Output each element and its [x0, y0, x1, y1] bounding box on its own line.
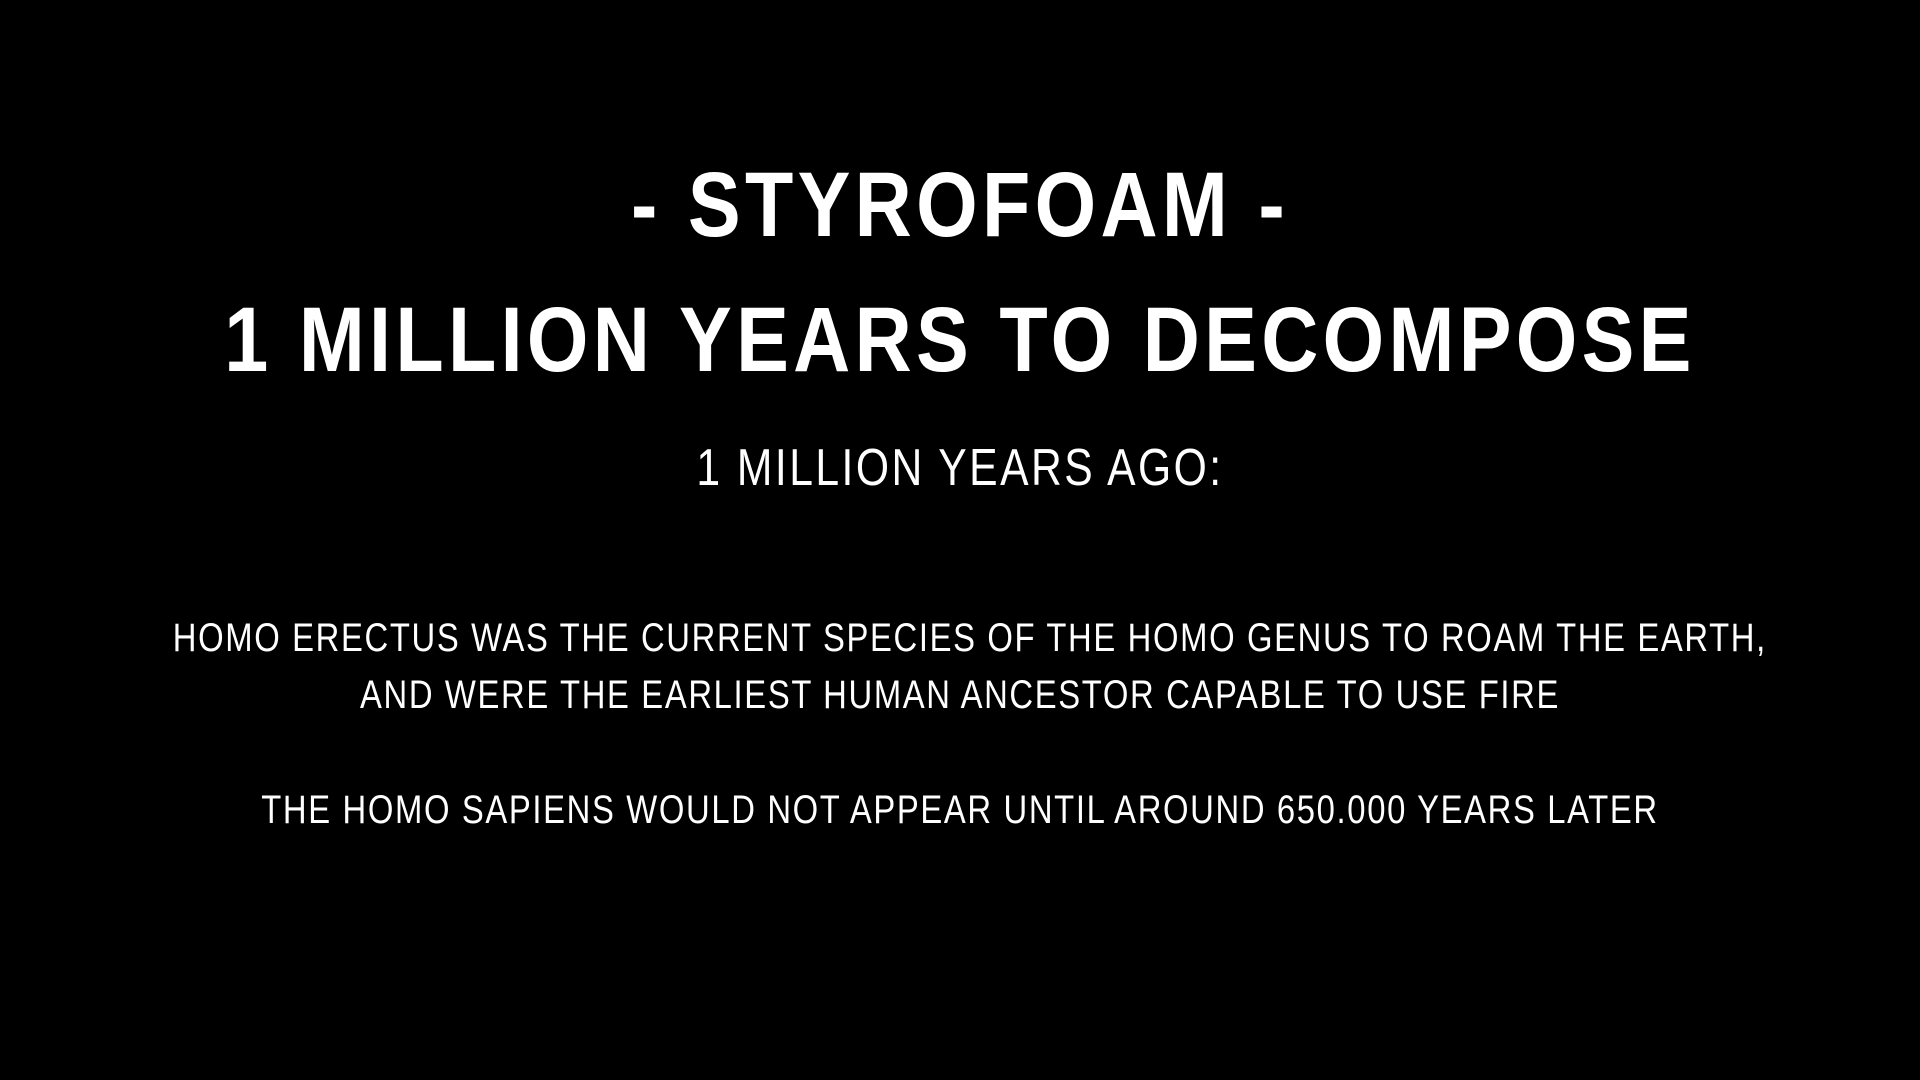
homo-erectus-line-2: AND WERE THE EARLIEST HUMAN ANCESTOR CAP…	[359, 673, 1561, 717]
decompose-headline: 1 MILLION YEARS TO DECOMPOSE	[224, 289, 1696, 391]
years-ago-subheading: 1 MILLION YEARS AGO:	[696, 439, 1224, 497]
slide-title: - STYROFOAM -	[630, 154, 1290, 256]
homo-erectus-line-1: HOMO ERECTUS WAS THE CURRENT SPECIES OF …	[172, 616, 1767, 660]
homo-sapiens-line: THE HOMO SAPIENS WOULD NOT APPEAR UNTIL …	[261, 788, 1659, 832]
